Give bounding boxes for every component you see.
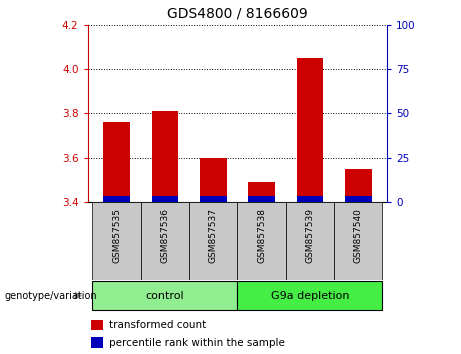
Bar: [200, 196, 226, 202]
Text: GSM857538: GSM857538: [257, 208, 266, 263]
Text: GSM857536: GSM857536: [160, 208, 170, 263]
Bar: [286, 202, 334, 280]
Text: control: control: [146, 291, 184, 301]
Text: genotype/variation: genotype/variation: [5, 291, 97, 301]
Bar: [152, 111, 178, 202]
Bar: [92, 202, 141, 280]
Title: GDS4800 / 8166609: GDS4800 / 8166609: [167, 7, 308, 21]
Bar: [334, 202, 383, 280]
Bar: [237, 202, 286, 280]
Text: transformed count: transformed count: [109, 320, 206, 330]
Bar: [103, 122, 130, 202]
Bar: [189, 202, 237, 280]
Text: G9a depletion: G9a depletion: [271, 291, 349, 301]
Bar: [90, 320, 102, 330]
Bar: [237, 281, 383, 310]
Text: GSM857539: GSM857539: [305, 208, 314, 263]
Bar: [345, 196, 372, 202]
Bar: [200, 158, 226, 202]
Text: percentile rank within the sample: percentile rank within the sample: [109, 338, 284, 348]
Bar: [152, 196, 178, 202]
Bar: [92, 281, 237, 310]
Bar: [296, 196, 323, 202]
Bar: [248, 182, 275, 202]
Text: GSM857537: GSM857537: [209, 208, 218, 263]
Bar: [296, 58, 323, 202]
Bar: [90, 337, 102, 348]
Bar: [141, 202, 189, 280]
Bar: [248, 196, 275, 202]
Text: GSM857535: GSM857535: [112, 208, 121, 263]
Text: GSM857540: GSM857540: [354, 208, 363, 263]
Bar: [345, 169, 372, 202]
Bar: [103, 196, 130, 202]
